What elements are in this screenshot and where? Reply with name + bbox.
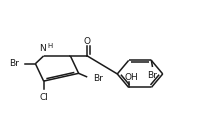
Text: Br: Br xyxy=(9,59,19,68)
Text: Cl: Cl xyxy=(39,93,48,102)
Text: Br: Br xyxy=(147,71,157,80)
Text: OH: OH xyxy=(125,73,139,82)
Text: O: O xyxy=(84,37,91,46)
Text: Br: Br xyxy=(94,74,103,83)
Text: H: H xyxy=(47,43,53,49)
Text: N: N xyxy=(39,44,46,53)
